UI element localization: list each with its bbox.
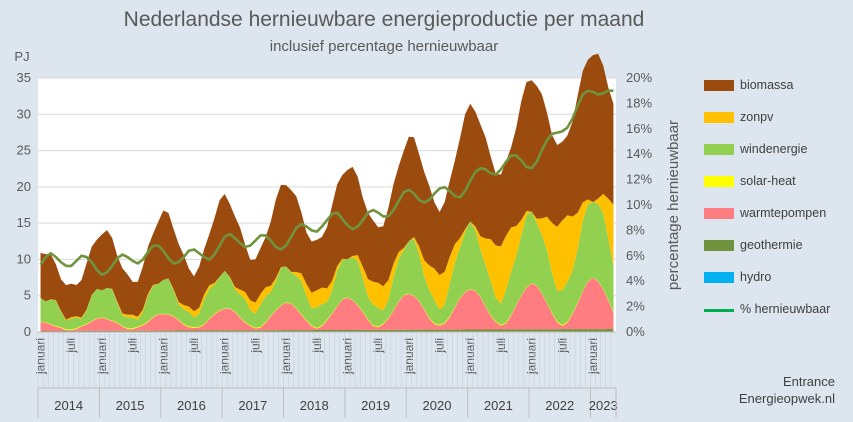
x-month-label: januari — [156, 338, 170, 375]
y-left-tick-label: 35 — [17, 70, 31, 85]
chart-title: Nederlandse hernieuwbare energieproducti… — [123, 8, 645, 31]
x-year-label: 2014 — [54, 398, 83, 413]
x-month-label: juli — [310, 338, 324, 354]
x-year-label: 2020 — [423, 398, 452, 413]
legend-item-zonpv: zonpv — [700, 108, 850, 140]
y-right-tick-label: 2% — [626, 299, 645, 314]
x-month-label: juli — [555, 338, 569, 354]
legend-swatch-warmtepompen — [704, 208, 734, 219]
x-month-label: januari — [34, 338, 48, 375]
x-month-label: januari — [586, 338, 600, 375]
legend-label-geothermie: geothermie — [740, 238, 803, 252]
footer-source-1: Entrance — [782, 374, 835, 389]
x-year-label: 2021 — [484, 398, 513, 413]
x-month-label: januari — [402, 338, 416, 375]
y-left-axis-title: PJ — [14, 49, 29, 64]
legend-label-hydro: hydro — [740, 270, 772, 284]
legend-line-pct — [704, 309, 734, 312]
legend-item-hydro: hydro — [700, 268, 850, 300]
area-series-warmtepompen — [40, 277, 614, 332]
legend-swatch-biomassa — [704, 80, 734, 91]
line-series-pct — [39, 89, 614, 277]
area-series-zonpv — [40, 193, 614, 321]
y-left-tick-label: 10 — [17, 251, 31, 266]
legend-swatch-geothermie — [704, 240, 734, 251]
x-month-label: januari — [279, 338, 293, 375]
legend: biomassa zonpv windenergie solar-heat wa… — [700, 76, 850, 332]
y-right-tick-label: 14% — [626, 146, 652, 161]
x-month-label: januari — [525, 338, 539, 375]
area-series-biomassa — [40, 53, 614, 320]
y-right-tick-label: 10% — [626, 197, 652, 212]
y-left-tick-label: 5 — [24, 288, 31, 303]
y-right-tick-label: 8% — [626, 222, 645, 237]
legend-item-pct: % hernieuwbaar — [700, 300, 850, 332]
legend-item-windenergie: windenergie — [700, 140, 850, 172]
legend-label-biomassa: biomassa — [740, 78, 794, 92]
area-series-windenergie — [40, 202, 614, 330]
legend-label-warmtepompen: warmtepompen — [740, 206, 827, 220]
x-year-label: 2018 — [300, 398, 329, 413]
x-month-label: januari — [340, 338, 354, 375]
x-month-label: januari — [218, 338, 232, 375]
y-right-tick-label: 20% — [626, 70, 652, 85]
legend-label-zonpv: zonpv — [740, 110, 774, 124]
x-month-label: juli — [433, 338, 447, 354]
legend-swatch-zonpv — [704, 112, 734, 123]
x-month-label: juli — [494, 338, 508, 354]
y-right-tick-label: 18% — [626, 95, 652, 110]
y-left-tick-label: 30 — [17, 106, 31, 121]
y-left-tick-label: 20 — [17, 179, 31, 194]
x-year-label: 2015 — [116, 398, 145, 413]
chart-subtitle: inclusief percentage hernieuwbaar — [269, 38, 499, 55]
y-right-tick-label: 0% — [626, 324, 645, 339]
x-month-label: juli — [64, 338, 78, 354]
y-right-tick-label: 16% — [626, 121, 652, 136]
legend-label-windenergie: windenergie — [740, 142, 808, 156]
x-year-label: 2016 — [177, 398, 206, 413]
y-right-tick-label: 4% — [626, 273, 645, 288]
footer-source-2: Energieopwek.nl — [738, 391, 835, 406]
y-left-tick-label: 0 — [24, 324, 31, 339]
x-month-label: juli — [248, 338, 262, 354]
legend-label-pct: % hernieuwbaar — [740, 302, 831, 316]
x-month-label: juli — [187, 338, 201, 354]
x-year-label: 2017 — [238, 398, 267, 413]
y-right-axis-title: percentage hernieuwbaar — [665, 120, 682, 290]
x-month-label: januari — [95, 338, 109, 375]
x-year-label: 2022 — [545, 398, 574, 413]
legend-item-biomassa: biomassa — [700, 76, 850, 108]
x-year-label: 2023 — [589, 398, 618, 413]
legend-item-geothermie: geothermie — [700, 236, 850, 268]
y-right-tick-label: 6% — [626, 248, 645, 263]
legend-item-solar-heat: solar-heat — [700, 172, 850, 204]
legend-label-solar-heat: solar-heat — [740, 174, 796, 188]
y-right-tick-label: 12% — [626, 172, 652, 187]
legend-item-warmtepompen: warmtepompen — [700, 204, 850, 236]
area-series-geothermie — [40, 329, 614, 332]
x-month-label: januari — [463, 338, 477, 375]
x-year-label: 2019 — [361, 398, 390, 413]
legend-swatch-windenergie — [704, 144, 734, 155]
x-month-label: juli — [371, 338, 385, 354]
y-left-tick-label: 25 — [17, 143, 31, 158]
x-month-label: juli — [126, 338, 140, 354]
y-left-tick-label: 15 — [17, 215, 31, 230]
legend-swatch-solar-heat — [704, 176, 734, 187]
legend-swatch-hydro — [704, 272, 734, 283]
